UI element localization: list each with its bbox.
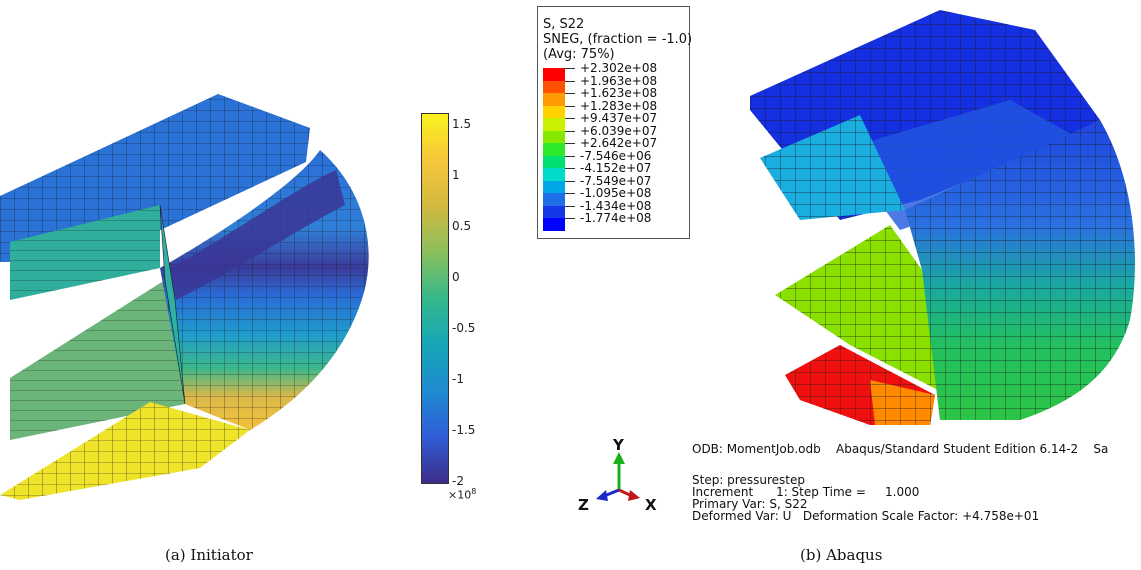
odb-info-line: ODB: MomentJob.odb Abaqus/Standard Stude… xyxy=(692,443,1109,456)
legend-swatch xyxy=(543,218,565,232)
initiator-colorbar xyxy=(421,113,449,484)
legend-swatches xyxy=(543,68,579,232)
legend-swatch xyxy=(543,155,565,169)
caption-initiator: (a) Initiator xyxy=(165,546,253,564)
legend-tick xyxy=(565,205,575,207)
colorbar-tick-labels: 1.5 1 0.5 0 -0.5 -1 -1.5 -2 xyxy=(452,113,512,488)
legend-tick xyxy=(565,193,575,195)
legend-title-line: SNEG, (fraction = -1.0) xyxy=(543,32,693,47)
legend-swatch xyxy=(543,68,565,82)
legend-value: +2.302e+08 xyxy=(580,61,658,75)
legend-value: -7.546e+06 xyxy=(580,148,652,163)
initiator-mesh-plot xyxy=(0,94,369,500)
legend-value: +6.039e+07 xyxy=(580,123,658,138)
legend-value: -7.549e+07 xyxy=(580,173,652,188)
colorbar-tick: 0 xyxy=(452,270,460,284)
increment-info-line: Increment 1: Step Time = 1.000 xyxy=(692,485,920,499)
triad-y-label: Y xyxy=(613,436,624,454)
legend-tick xyxy=(565,80,575,82)
abaqus-deformed-mesh xyxy=(750,10,1135,425)
deformed-var-line: Deformed Var: U Deformation Scale Factor… xyxy=(692,509,1040,523)
legend-values: +2.302e+08 +1.963e+08 +1.623e+08 +1.283e+08… xyxy=(580,61,685,233)
triad-x-label: X xyxy=(645,496,657,514)
abaqus-bottom-flange xyxy=(785,345,935,425)
colorbar-tick: -0.5 xyxy=(452,321,476,335)
abaqus-middle-web xyxy=(775,225,938,390)
legend-swatch xyxy=(543,193,565,207)
legend-swatch xyxy=(543,118,565,132)
legend-value: +1.623e+08 xyxy=(580,86,658,100)
legend-swatch xyxy=(543,105,565,119)
legend-tick xyxy=(565,180,575,182)
colorbar-tick: 1.5 xyxy=(452,117,472,131)
colorbar-exponent-base: ×10 xyxy=(448,488,472,502)
step-info-line: Step: pressurestep xyxy=(692,473,805,487)
legend-tick xyxy=(565,93,575,95)
legend-tick xyxy=(565,143,575,145)
legend-value: -4.152e+07 xyxy=(580,161,652,175)
legend-value: +9.437e+07 xyxy=(580,111,658,125)
legend-title-line: (Avg: 75%) xyxy=(543,47,615,62)
legend-swatch xyxy=(543,93,565,107)
primary-var-line: Primary Var: S, S22 xyxy=(692,497,808,511)
legend-tick xyxy=(565,218,575,220)
legend-title-line: S, S22 xyxy=(543,17,585,32)
abaqus-legend: S, S22 SNEG, (fraction = -1.0) (Avg: 75%… xyxy=(537,6,693,239)
colorbar-tick: -2 xyxy=(452,474,464,488)
colorbar-exponent: ×108 xyxy=(448,487,476,502)
legend-value: -1.774e+08 xyxy=(580,211,652,225)
legend-tick xyxy=(565,118,575,120)
legend-swatch xyxy=(543,130,565,144)
colorbar-tick: -1.5 xyxy=(452,423,476,437)
legend-value: -1.095e+08 xyxy=(580,186,652,200)
legend-swatch xyxy=(543,80,565,94)
colorbar-tick: 0.5 xyxy=(452,219,472,233)
initiator-top-skin xyxy=(0,94,310,262)
legend-tick xyxy=(565,130,575,132)
legend-value: +1.963e+08 xyxy=(580,73,658,88)
initiator-upper-flange xyxy=(10,205,160,300)
caption-abaqus: (b) Abaqus xyxy=(800,546,883,564)
legend-tick xyxy=(565,105,575,107)
legend-tick xyxy=(565,155,575,157)
initiator-curved-shell xyxy=(159,150,369,430)
legend-value: -1.434e+08 xyxy=(580,198,652,213)
colorbar-tick: 1 xyxy=(452,168,460,182)
abaqus-curved-shell xyxy=(905,120,1135,420)
legend-tick xyxy=(565,68,575,69)
colorbar-tick: -1 xyxy=(452,372,464,386)
legend-swatch xyxy=(543,143,565,157)
legend-value: +1.283e+08 xyxy=(580,98,658,113)
legend-tick xyxy=(565,168,575,170)
legend-swatch xyxy=(543,180,565,194)
initiator-middle-web xyxy=(10,280,185,440)
triad-z-label: Z xyxy=(578,496,589,514)
abaqus-upper-flange xyxy=(760,115,905,220)
coordinate-triad xyxy=(596,452,640,501)
legend-swatch xyxy=(543,205,565,219)
legend-swatch xyxy=(543,168,565,182)
legend-value: +2.642e+07 xyxy=(580,136,658,150)
initiator-bottom-skin xyxy=(0,402,250,500)
colorbar-exponent-power: 8 xyxy=(471,487,477,496)
